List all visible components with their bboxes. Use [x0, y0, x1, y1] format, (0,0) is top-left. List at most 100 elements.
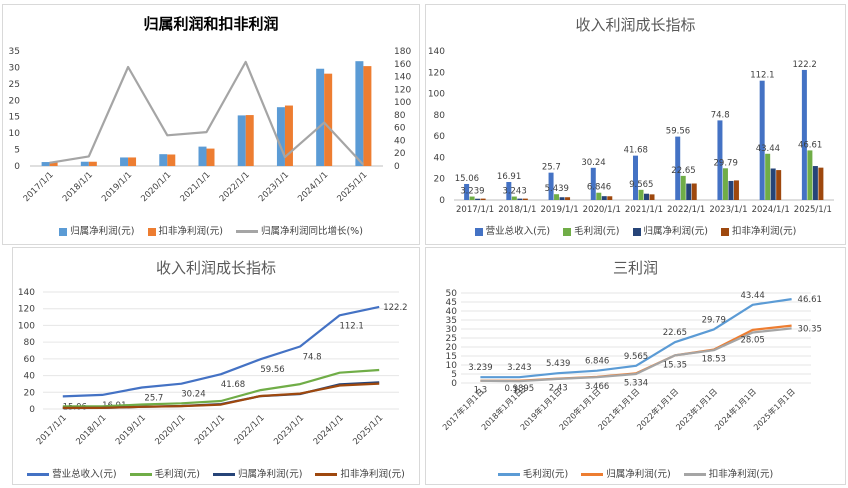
data-label: 122.2 [792, 60, 816, 70]
legend-item: 毛利润(元) [497, 466, 568, 480]
chart-title: 收入利润成长指标 [575, 16, 696, 34]
bar [237, 115, 246, 166]
data-label: 112.1 [339, 321, 363, 331]
x-tick-label: 2025/1/1 [794, 205, 832, 215]
legend-label: 扣非净利润(元) [158, 226, 223, 237]
x-tick-label: 2019/1/1 [114, 413, 148, 447]
bar [807, 150, 813, 200]
data-label: 43.44 [756, 144, 780, 154]
legend-item: 毛利润(元) [129, 466, 200, 480]
chart-growth-bar-svg: 0 20 40 60 80 100 120 140 15.06 16.91 25.7 30.24 41.… [428, 47, 834, 215]
bar [284, 105, 293, 166]
y-tick-label: 40 [446, 307, 458, 317]
y-tick-label: 100 [394, 98, 411, 108]
x-tick-label: 2025/1/1 [335, 170, 369, 204]
x-tick-label: 2020/1/1 [139, 170, 173, 204]
y-tick-label: 0 [14, 162, 20, 172]
bar [120, 157, 129, 166]
legend-item: 毛利润(元) [563, 223, 619, 237]
y-tick-label: 80 [434, 111, 446, 121]
data-label: 25.7 [144, 394, 163, 404]
series-line [62, 382, 380, 409]
bar [770, 168, 776, 200]
data-label: 15.06 [455, 174, 479, 184]
y-tick-label: 30 [9, 63, 21, 73]
x-tick-label: 2017/1/1 [456, 205, 494, 215]
data-label: 30.24 [581, 158, 605, 168]
y-tick-label: 35 [9, 47, 20, 57]
bar [633, 155, 638, 200]
data-label: 74.8 [711, 110, 730, 120]
bar [355, 61, 364, 166]
bar [686, 183, 692, 200]
bar [517, 198, 523, 200]
bar [675, 136, 681, 200]
data-label: 3.239 [468, 363, 492, 373]
series-line [480, 327, 792, 383]
data-label: 3.243 [502, 187, 526, 197]
y-tick-label: 50 [446, 289, 458, 299]
data-label: 112.1 [750, 71, 774, 81]
data-label: 46.61 [798, 295, 822, 305]
x-tick-label: 2017/1/1 [35, 413, 69, 447]
y-tick-label: 0 [451, 379, 457, 389]
x-tick-label: 2020/1/1 [583, 205, 621, 215]
x-tick-label: 2018/1/1 [498, 205, 536, 215]
bar [128, 157, 137, 166]
x-tick-label: 2023/1/1 [709, 205, 747, 215]
x-tick-label: 2024/1/1 [312, 413, 346, 447]
bar [167, 154, 176, 166]
y-tick-label: 140 [394, 73, 411, 83]
x-tick-label: 2017/1/1 [22, 170, 56, 204]
legend-item: 营业总收入(元) [474, 223, 550, 237]
bar [522, 198, 528, 200]
data-label: 22.65 [663, 328, 687, 338]
legend-label: 归属净利润(元) [606, 469, 671, 480]
bar [469, 196, 475, 200]
y-tick-label: 20 [394, 149, 406, 159]
bar [722, 168, 728, 200]
x-tick-label: 2025/1/1 [351, 413, 385, 447]
series-line [62, 305, 380, 398]
legend-label: 归属净利润同比增长(%) [260, 226, 363, 237]
data-label: 46.61 [798, 140, 822, 150]
y-tick-label: 0 [439, 196, 445, 206]
data-label: 5.439 [545, 184, 569, 194]
series-line [62, 368, 380, 408]
bar [717, 120, 723, 200]
y-tick-label: 60 [394, 124, 406, 134]
bar [363, 66, 372, 166]
data-label: 122.2 [383, 303, 407, 313]
bar [728, 180, 734, 200]
y-tick-label: 5 [451, 370, 457, 380]
data-label: 0.9895 [504, 384, 534, 394]
bar [596, 192, 602, 200]
bar [649, 194, 655, 200]
legend-item: 归属净利润(元) [213, 466, 302, 480]
bar [80, 161, 89, 166]
legend-item: 扣非净利润(元) [683, 466, 773, 480]
bar [638, 189, 644, 200]
legend-item: 扣非净利润(元) [315, 466, 405, 480]
legend-item: 营业总收入(元) [27, 466, 117, 480]
data-label: 3.466 [585, 382, 609, 392]
y-tick-label: 20 [9, 96, 21, 106]
chart-title: 归属利润和扣非利润 [143, 15, 279, 33]
bar [554, 194, 560, 200]
data-label: 59.56 [260, 365, 284, 375]
legend-item: 归属净利润(元) [59, 223, 134, 237]
data-label: 2.43 [549, 384, 568, 394]
y-tick-label: 140 [428, 47, 445, 57]
legend-item: 归属净利润(元) [581, 466, 671, 480]
data-label: 74.8 [303, 352, 322, 362]
x-tick-label: 2022/1/1 [667, 205, 705, 215]
y-tick-label: 15 [446, 352, 457, 362]
x-tick-label: 2022/1/1 [233, 413, 267, 447]
legend-label: 归属净利润(元) [70, 226, 135, 237]
data-label: 16.91 [497, 172, 521, 182]
y-tick-label: 160 [394, 60, 411, 70]
data-label: 41.68 [221, 380, 245, 390]
data-label: 9.565 [624, 352, 648, 362]
y-tick-label: 60 [24, 355, 36, 365]
